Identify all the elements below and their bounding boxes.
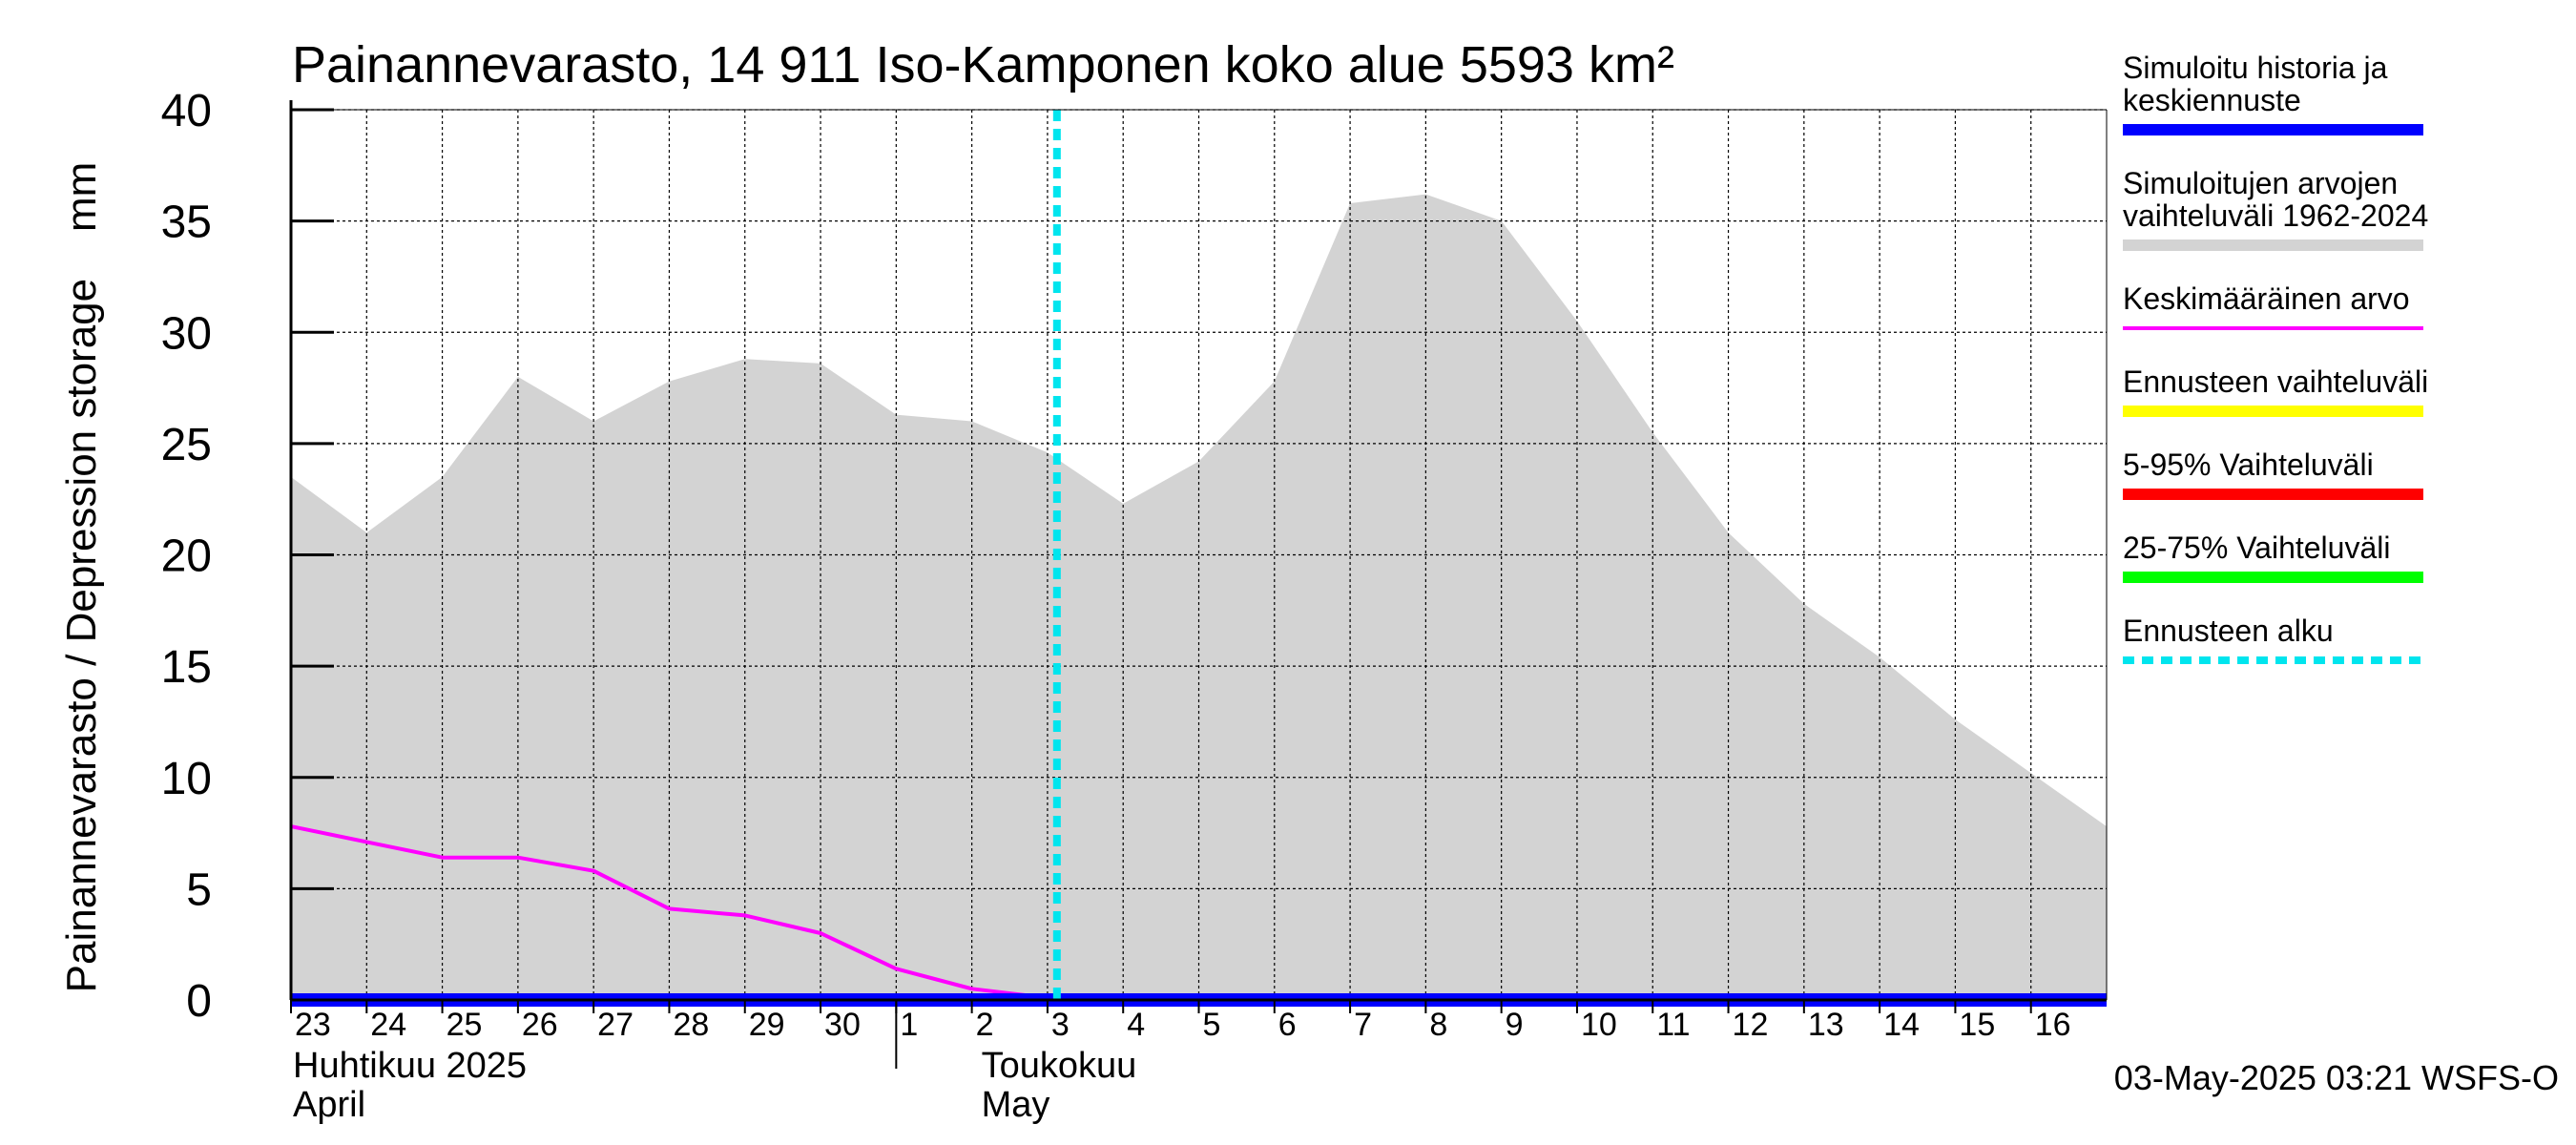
x-tick-label: 29: [749, 1007, 785, 1043]
x-tick-label: 2: [976, 1007, 994, 1043]
x-tick-label: 6: [1278, 1007, 1297, 1043]
x-tick-label: 15: [1959, 1007, 1995, 1043]
legend-label: keskiennuste: [2123, 83, 2301, 117]
y-tick-label: 20: [161, 531, 212, 582]
x-tick-label: 8: [1429, 1007, 1447, 1043]
x-tick-label: 26: [522, 1007, 558, 1043]
legend-label: 5-95% Vaihteluväli: [2123, 448, 2374, 482]
legend-label: Ennusteen vaihteluväli: [2123, 364, 2428, 399]
legend-label: Ennusteen alku: [2123, 614, 2334, 648]
x-tick-label: 10: [1581, 1007, 1617, 1043]
x-tick-label: 25: [447, 1007, 483, 1043]
x-tick-label: 27: [597, 1007, 634, 1043]
y-tick-label: 5: [186, 864, 212, 915]
footer-timestamp: 03-May-2025 03:21 WSFS-O: [2114, 1058, 2559, 1097]
y-axis-label: Painannevarasto / Depression storage mm: [58, 162, 105, 993]
x-tick-label: 9: [1506, 1007, 1524, 1043]
y-tick-label: 40: [161, 86, 212, 136]
x-tick-label: 4: [1127, 1007, 1145, 1043]
month-label-fi: Huhtikuu 2025: [293, 1046, 527, 1086]
y-tick-label: 25: [161, 420, 212, 470]
y-tick-label: 35: [161, 198, 212, 248]
x-tick-label: 7: [1354, 1007, 1372, 1043]
y-tick-label: 10: [161, 754, 212, 804]
chart-title: Painannevarasto, 14 911 Iso-Kamponen kok…: [292, 36, 1674, 94]
month-label-en: May: [982, 1085, 1050, 1125]
legend-label: Simuloitu historia ja: [2123, 51, 2388, 85]
y-tick-label: 0: [186, 976, 212, 1027]
legend-label: vaihteluväli 1962-2024: [2123, 198, 2428, 233]
x-tick-label: 14: [1883, 1007, 1920, 1043]
y-tick-label: 15: [161, 642, 212, 693]
x-tick-label: 28: [673, 1007, 709, 1043]
x-tick-label: 13: [1808, 1007, 1844, 1043]
legend-label: 25-75% Vaihteluväli: [2123, 531, 2390, 565]
x-tick-label: 24: [370, 1007, 406, 1043]
x-tick-label: 11: [1656, 1007, 1690, 1043]
month-label-fi: Toukokuu: [982, 1046, 1137, 1086]
x-tick-label: 16: [2035, 1007, 2071, 1043]
month-label-en: April: [293, 1085, 365, 1125]
x-tick-label: 23: [295, 1007, 331, 1043]
x-tick-label: 1: [900, 1007, 918, 1043]
legend-label: Keskimääräinen arvo: [2123, 281, 2410, 316]
x-tick-label: 12: [1733, 1007, 1769, 1043]
y-tick-label: 30: [161, 308, 212, 359]
x-tick-label: 3: [1051, 1007, 1070, 1043]
x-tick-label: 30: [824, 1007, 861, 1043]
x-tick-label: 5: [1203, 1007, 1221, 1043]
legend-label: Simuloitujen arvojen: [2123, 166, 2398, 200]
